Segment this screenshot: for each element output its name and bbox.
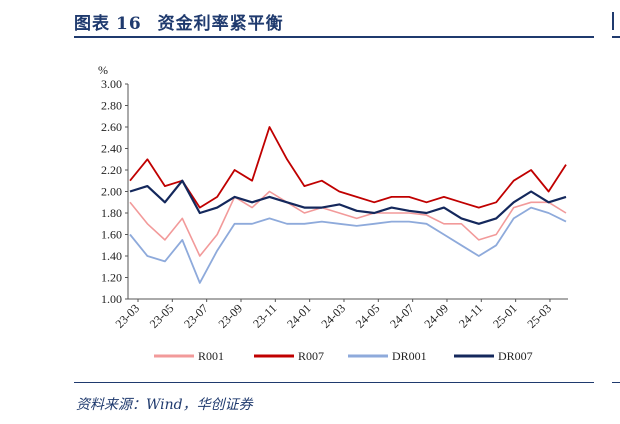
y-axis-unit: % — [98, 63, 108, 77]
footer-rule — [74, 382, 594, 383]
adjacent-figure-footer-rule — [612, 382, 620, 383]
chart-title: 资金利率紧平衡 — [157, 14, 284, 34]
x-tick-label-2: 23-07 — [181, 301, 211, 331]
x-tick-label-8: 24-07 — [387, 301, 417, 331]
legend-label-DR007: DR007 — [498, 349, 533, 363]
x-tick-label-11: 25-01 — [490, 301, 520, 331]
adjacent-figure-rule — [612, 36, 620, 38]
y-tick-label-10: 3.00 — [101, 77, 122, 91]
y-tick-label-6: 2.20 — [101, 163, 122, 177]
figure-title: 图表 16 资金利率紧平衡 — [74, 9, 284, 34]
y-tick-label-3: 1.60 — [101, 228, 122, 242]
series-line-R001 — [129, 190, 567, 257]
x-tick-label-12: 25-03 — [524, 301, 554, 331]
x-tick-label-5: 24-01 — [284, 301, 314, 331]
figure-header: 图表 16 资金利率紧平衡 — [74, 6, 594, 38]
series-line-DR001 — [129, 206, 567, 284]
legend-label-R001: R001 — [198, 349, 224, 363]
x-tick-label-4: 23-11 — [250, 301, 279, 330]
x-tick-label-9: 24-09 — [421, 301, 451, 331]
x-tick-label-10: 24-11 — [456, 301, 485, 330]
legend-label-R007: R007 — [298, 349, 324, 363]
y-tick-label-4: 1.80 — [101, 206, 122, 220]
y-tick-label-9: 2.80 — [101, 99, 122, 113]
source-note: 资料来源：Wind，华创证券 — [76, 397, 253, 413]
series-line-R007 — [129, 126, 567, 209]
y-tick-label-0: 1.00 — [101, 292, 122, 306]
y-tick-label-2: 1.40 — [101, 249, 122, 263]
x-tick-label-1: 23-05 — [147, 301, 177, 331]
legend-label-DR001: DR001 — [392, 349, 427, 363]
x-tick-label-6: 24-03 — [318, 301, 348, 331]
x-tick-label-3: 23-09 — [215, 301, 245, 331]
y-tick-label-5: 2.00 — [101, 185, 122, 199]
series-line-DR007 — [129, 179, 567, 225]
x-tick-label-7: 24-05 — [353, 301, 383, 331]
figure-label: 图表 — [74, 14, 110, 34]
y-tick-label-8: 2.60 — [101, 120, 122, 134]
figure-number: 16 — [116, 14, 142, 34]
line-chart: % 1.00 1.20 1.40 1.60 1.80 2.00 2.20 2.40 2.60 2.8… — [98, 63, 568, 363]
y-tick-label-1: 1.20 — [101, 271, 122, 285]
adjacent-figure-edge — [612, 12, 620, 30]
y-tick-label-7: 2.40 — [101, 142, 122, 156]
